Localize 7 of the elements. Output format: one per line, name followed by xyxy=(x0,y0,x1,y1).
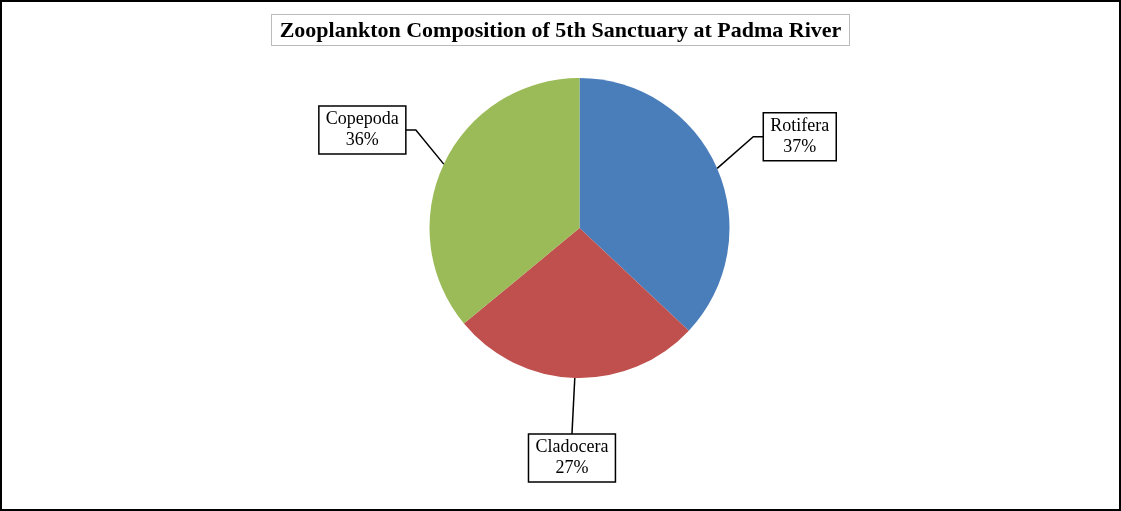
slice-label: Rotifera xyxy=(770,114,830,135)
slice-label: Cladocera xyxy=(535,436,609,457)
data-label: 37% xyxy=(783,135,817,156)
data-label: 27% xyxy=(555,457,589,478)
chart-title: Zooplankton Composition of 5th Sanctuary at Padma River xyxy=(270,14,851,46)
slice-label: Copepoda xyxy=(325,108,399,129)
data-label: 36% xyxy=(345,129,379,150)
